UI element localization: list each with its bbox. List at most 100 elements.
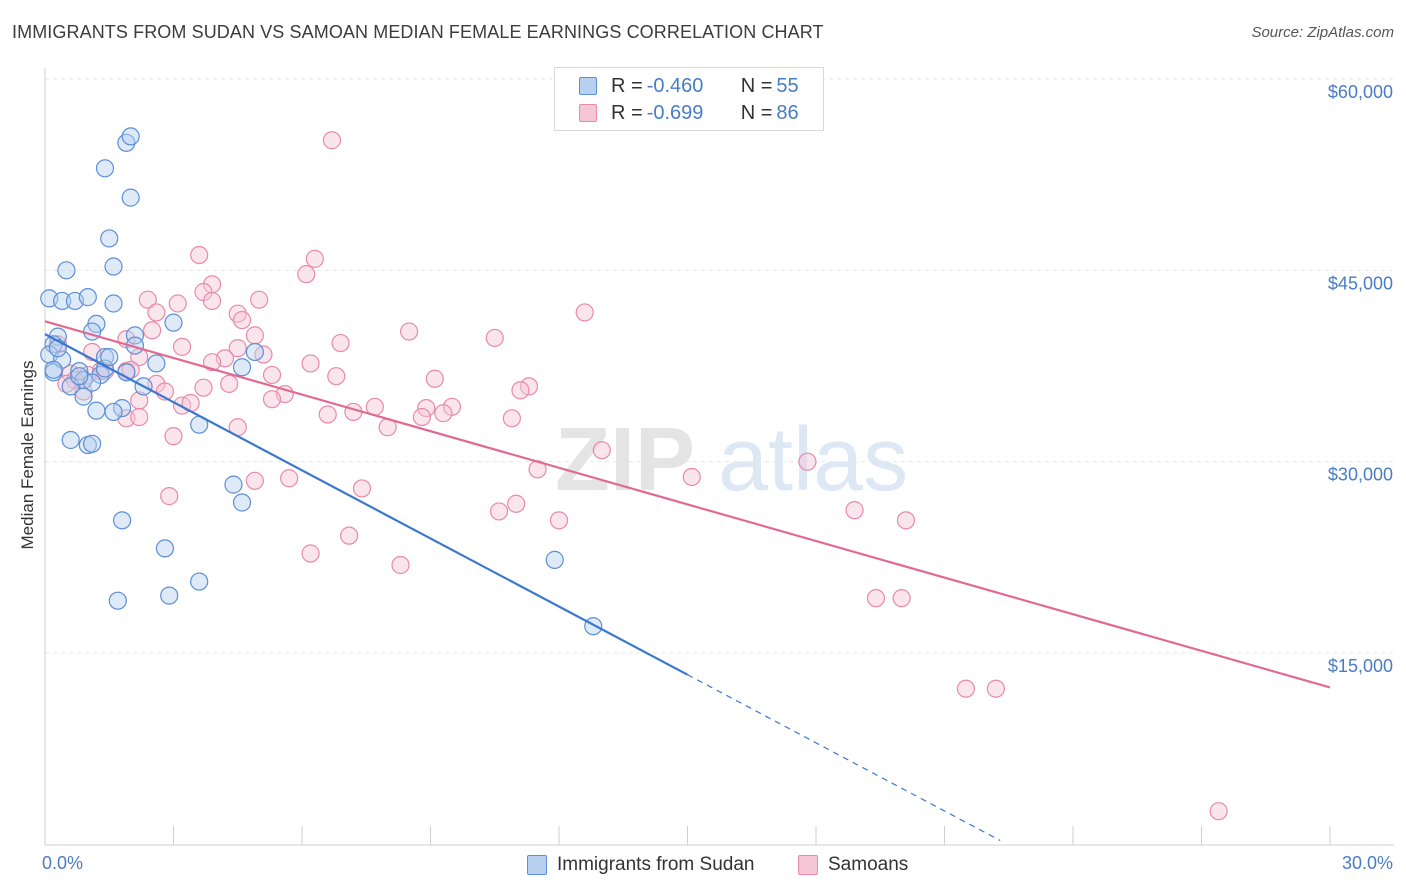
legend-n-label: N = [740,101,773,124]
data-point [147,303,166,322]
trend-line-sudan [44,333,689,676]
chart-title: IMMIGRANTS FROM SUDAN VS SAMOAN MEDIAN F… [12,22,824,42]
watermark-zip: ZIP [555,410,695,510]
data-point [78,288,97,307]
sudan-legend-label: Immigrants from Sudan [557,854,755,875]
trend-lines [44,320,1331,842]
data-point [391,555,410,575]
watermark-atlas: atlas [718,410,908,510]
data-point [575,303,594,322]
bottom-legend-sudan: Immigrants from Sudan [527,852,754,878]
y-tick-labels: $15,000 $30,000 $45,000 $60,000 [1328,82,1393,676]
data-point [61,430,80,450]
y-tick-label: $60,000 [1328,82,1393,102]
x-tick-label-end: 30.0% [1342,853,1393,873]
legend-n-value: 86 [776,101,799,124]
data-point [112,398,132,418]
data-point [190,572,209,591]
chart-source: Source: ZipAtlas.com [1251,24,1394,41]
data-point [502,409,521,428]
data-point [352,479,372,498]
data-point [956,679,976,698]
data-point [262,390,282,409]
data-point [74,387,93,406]
y-tick-label: $15,000 [1328,656,1393,676]
data-point [104,294,123,313]
data-point [297,265,316,284]
data-point [682,467,701,487]
data-point [584,617,603,636]
series-sudan [40,127,603,636]
y-axis-label: Median Female Earnings [18,361,37,550]
data-point [412,407,432,427]
data-point [95,159,115,178]
y-tick-label: $30,000 [1328,465,1393,485]
data-point [866,589,886,608]
data-point [160,586,179,605]
data-point [592,441,611,460]
legend-n-value: 55 [776,74,799,97]
samoan-swatch [579,104,597,122]
x-tick-label-start: 0.0% [42,853,83,873]
data-point [399,322,419,341]
data-point [896,511,916,530]
sudan-legend-swatch [527,855,547,875]
watermark: ZIP atlas [555,410,908,510]
data-point [138,290,157,309]
data-point [70,362,89,381]
legend-row-sudan: R = -0.460 N = 55 [579,73,799,99]
series-samoans [48,131,1228,821]
data-point [417,398,436,418]
data-point [549,511,569,530]
data-point [160,487,179,506]
data-point [125,326,145,345]
legend-n-label: N = [740,74,773,97]
data-point [232,493,252,512]
legend-r-label: R = [611,74,643,97]
data-point [57,261,76,280]
data-point [147,354,166,373]
data-point [798,452,817,471]
data-point [108,591,127,610]
data-point [845,501,864,520]
data-point [232,358,252,377]
data-point [164,313,183,332]
data-point [87,401,106,420]
data-point [250,290,269,309]
data-point [245,471,264,490]
samoan-legend-label: Samoans [828,854,909,875]
data-point [340,526,359,545]
data-point [301,354,320,373]
data-point [70,367,89,386]
data-point [545,550,564,569]
data-point [121,188,140,207]
data-point [44,360,63,379]
data-point [507,494,526,513]
legend-r-value: -0.460 [646,74,704,97]
data-point [104,402,123,422]
data-point [155,539,175,558]
data-point [511,381,530,400]
data-point [130,407,149,427]
data-point [100,347,119,367]
data-point [220,374,239,393]
trend-line-sudan-extension [687,674,1001,842]
legend-r-label: R = [611,101,643,124]
y-tick-label: $45,000 [1328,273,1393,293]
data-point [53,291,72,311]
data-point [322,131,342,150]
data-point [48,339,67,358]
data-point [318,405,337,424]
data-point [519,377,539,396]
x-tick-labels: 0.0% 30.0% [42,853,1393,873]
axes [44,68,1394,846]
data-point [1209,802,1228,821]
bottom-legend-samoans: Samoans [798,852,908,878]
data-point [485,328,504,348]
data-point [83,434,102,453]
data-point [202,291,222,311]
data-point [142,321,162,340]
data-point [305,249,324,268]
legend-r-value: -0.699 [646,101,704,124]
data-point [224,475,243,494]
